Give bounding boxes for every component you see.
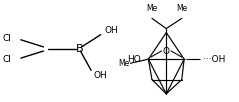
Text: O: O [163, 47, 170, 55]
Text: Cl: Cl [2, 55, 11, 64]
Text: Cl: Cl [2, 34, 11, 43]
Text: B: B [76, 44, 83, 54]
Text: OH: OH [93, 71, 107, 80]
Text: Me: Me [146, 4, 158, 13]
Text: HO: HO [127, 55, 141, 64]
Text: Me: Me [176, 4, 187, 13]
Text: OH: OH [104, 26, 118, 35]
Text: ···OH: ···OH [203, 55, 226, 64]
Text: Me: Me [118, 59, 129, 68]
